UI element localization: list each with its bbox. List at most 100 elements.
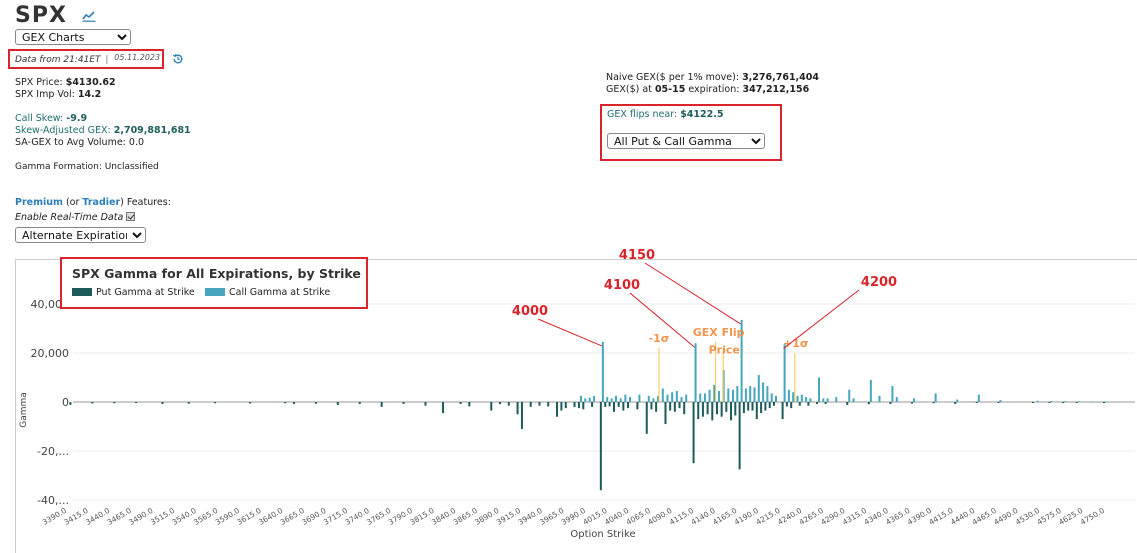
- put-bar: [706, 402, 709, 415]
- put-bar: [725, 402, 728, 412]
- call-bar: [895, 397, 898, 402]
- annotation-label: 4200: [861, 275, 897, 290]
- put-bar: [997, 402, 1000, 403]
- put-bar: [564, 402, 567, 409]
- put-bar: [807, 402, 810, 406]
- data-from-text: Data from 21:41ET: [15, 55, 101, 65]
- marker-label: -1σ: [649, 332, 670, 345]
- history-icon[interactable]: [172, 53, 184, 65]
- put-bar: [720, 402, 723, 417]
- spx-price-label: SPX Price:: [15, 77, 63, 88]
- put-bar: [284, 402, 287, 404]
- put-bar: [468, 402, 471, 407]
- call-bar: [588, 397, 591, 402]
- call-bar: [629, 397, 632, 402]
- realtime-checkbox[interactable]: [126, 212, 136, 221]
- sagex-label: SA-GEX to Avg Volume:: [15, 137, 126, 148]
- put-bar: [591, 402, 594, 407]
- spx-iv-value: 14.2: [77, 89, 102, 100]
- call-bar: [792, 392, 795, 402]
- legend-call-swatch: [205, 288, 225, 296]
- skew-gex-label: Skew-Adjusted GEX:: [15, 125, 111, 136]
- call-bar: [757, 375, 760, 402]
- put-bar: [380, 402, 383, 407]
- call-bar: [717, 390, 720, 402]
- marker-label: Price: [709, 343, 740, 356]
- call-bar: [647, 395, 650, 402]
- annotation-label: 4100: [604, 278, 640, 293]
- put-bar: [560, 402, 563, 411]
- spx-iv-label: SPX Imp Vol:: [15, 89, 75, 100]
- legend-call[interactable]: Call Gamma at Strike: [205, 287, 330, 298]
- chart-type-select[interactable]: GEX Charts: [15, 29, 131, 45]
- gamma-formation: Gamma Formation: Unclassified: [15, 162, 159, 172]
- annotation-label: 4000: [512, 304, 548, 319]
- put-bar: [613, 402, 615, 412]
- call-bar: [770, 393, 773, 402]
- call-bar: [694, 343, 697, 402]
- call-bar: [744, 388, 747, 402]
- put-bar: [738, 402, 741, 470]
- call-bar: [835, 397, 838, 402]
- alternate-expiration-select[interactable]: Alternate Expiration: [15, 227, 146, 243]
- spx-price-value: $4130.62: [65, 77, 116, 88]
- call-bar: [610, 398, 613, 402]
- put-bar: [742, 402, 745, 414]
- y-tick-label: 40,000: [31, 298, 70, 311]
- put-bar: [314, 402, 317, 404]
- put-bar: [683, 402, 686, 415]
- chart-icon[interactable]: [82, 10, 96, 22]
- call-bar: [913, 398, 916, 402]
- put-bar: [622, 402, 625, 411]
- premium-link[interactable]: Premium: [15, 197, 63, 208]
- put-bar: [617, 402, 620, 407]
- put-bar: [402, 402, 405, 404]
- put-bar: [214, 402, 217, 404]
- call-bar: [579, 395, 582, 402]
- put-bar: [664, 402, 667, 425]
- tradier-link[interactable]: Tradier: [82, 197, 121, 208]
- put-bar: [490, 402, 493, 411]
- annotation-line: [783, 289, 860, 349]
- call-bar: [593, 395, 596, 402]
- legend-put[interactable]: Put Gamma at Strike: [72, 287, 195, 298]
- put-bar: [459, 402, 462, 404]
- call-bar: [766, 386, 769, 402]
- call-bar: [703, 393, 706, 402]
- call-bar: [753, 387, 756, 402]
- call-bar: [1091, 401, 1094, 403]
- put-bar: [187, 402, 190, 404]
- put-bar: [442, 402, 445, 414]
- gamma-type-select[interactable]: All Put & Call Gamma: [607, 133, 765, 149]
- call-bar: [699, 393, 702, 402]
- call-bar: [1077, 401, 1080, 403]
- put-bar: [538, 402, 541, 406]
- x-tick-label: 4750.0: [1079, 506, 1106, 527]
- skew-gex-value: 2,709,881,681: [113, 125, 191, 136]
- spx-iv: SPX Imp Vol: 14.2: [15, 89, 101, 100]
- annotation-line: [644, 262, 741, 325]
- gex-exp-date: 05-15: [654, 84, 686, 95]
- features-suffix: ) Features:: [120, 197, 171, 208]
- call-bar: [615, 395, 617, 402]
- put-bar: [636, 402, 639, 410]
- call-bar: [661, 388, 664, 402]
- features-heading: Premium (or Tradier) Features:: [15, 197, 171, 208]
- call-bar: [619, 398, 622, 402]
- put-bar: [507, 402, 510, 406]
- put-bar: [932, 402, 935, 404]
- gex-flip-highlight: [600, 104, 782, 161]
- put-bar: [760, 402, 763, 414]
- legend-put-label: Put Gamma at Strike: [96, 287, 195, 298]
- put-bar: [556, 402, 559, 417]
- call-bar: [818, 377, 820, 402]
- marker-label: +1σ: [783, 337, 808, 350]
- realtime-toggle[interactable]: Enable Real-Time Data: [15, 212, 136, 223]
- put-bar: [608, 402, 611, 407]
- call-bar: [638, 394, 641, 402]
- put-bar: [69, 402, 72, 405]
- call-bar: [999, 400, 1002, 402]
- legend-put-swatch: [72, 288, 92, 296]
- chart-title-highlight: [60, 257, 368, 309]
